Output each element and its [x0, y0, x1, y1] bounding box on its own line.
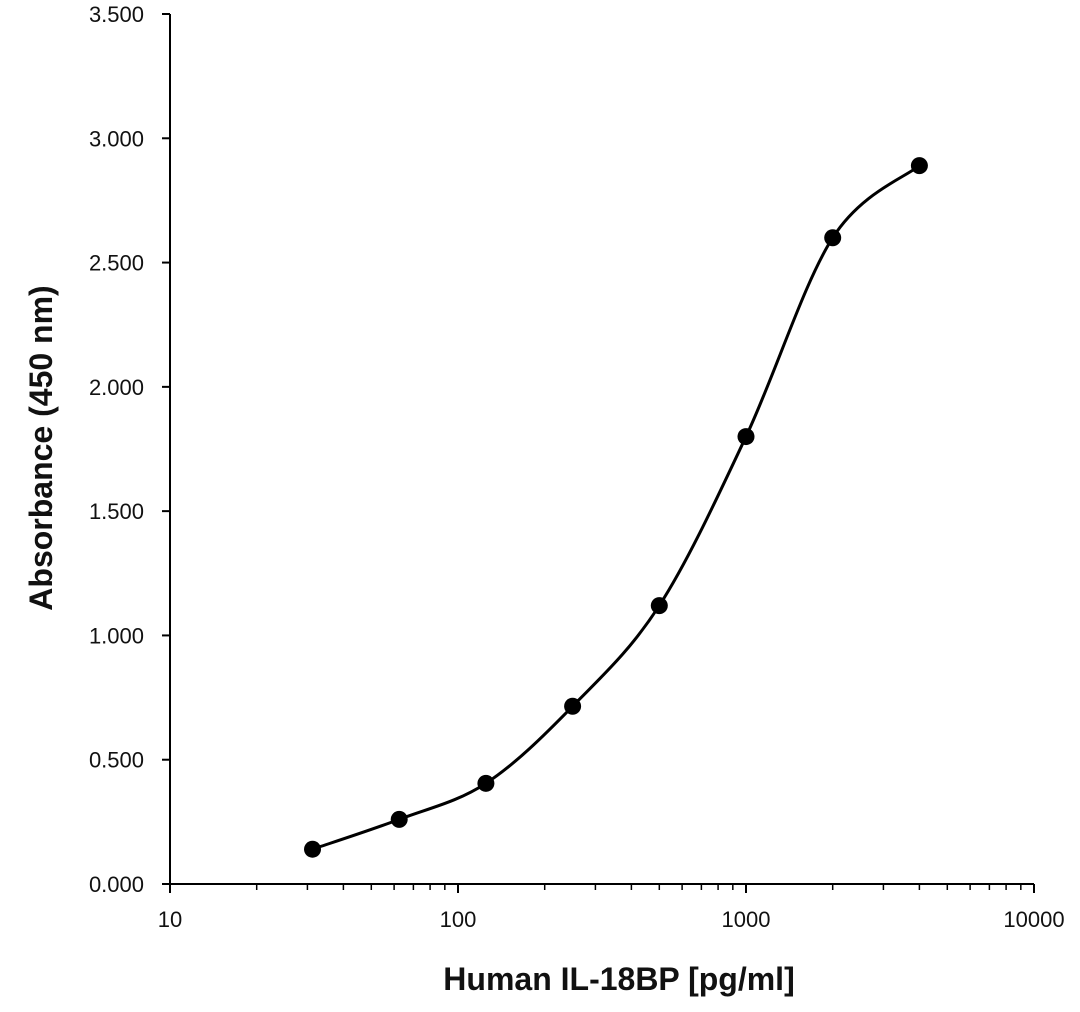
y-ticks: 0.000 0.500 1.000 1.500 2.000 2.500 3.000 3.500	[89, 2, 170, 897]
data-point	[737, 428, 755, 446]
y-tick-label: 2.000	[89, 375, 144, 400]
y-axis: 0.000 0.500 1.000 1.500 2.000 2.500 3.000 3.500	[89, 2, 171, 897]
x-ticks: 10 100 1000 10000	[158, 884, 1065, 932]
data-point	[390, 810, 408, 828]
x-tick-label: 1000	[722, 907, 771, 932]
data-point	[650, 597, 668, 615]
data-point	[910, 157, 928, 175]
y-tick-label: 2.500	[89, 251, 144, 276]
x-axis: 10 100 1000 10000	[158, 883, 1065, 932]
x-tick-label: 10000	[1003, 907, 1064, 932]
x-tick-label: 100	[440, 907, 477, 932]
data-point	[304, 840, 322, 858]
x-axis-title: Human IL-18BP [pg/ml]	[443, 961, 794, 997]
x-tick-label: 10	[158, 907, 182, 932]
y-tick-label: 0.000	[89, 872, 144, 897]
y-tick-label: 1.500	[89, 499, 144, 524]
data-points	[304, 157, 928, 858]
series-curve	[312, 164, 921, 851]
data-point	[477, 774, 495, 792]
data-point	[564, 697, 582, 715]
data-point	[824, 229, 842, 247]
y-tick-label: 3.000	[89, 126, 144, 151]
y-tick-label: 3.500	[89, 2, 144, 27]
y-tick-label: 0.500	[89, 748, 144, 773]
y-axis-title: Absorbance (450 nm)	[23, 285, 59, 610]
y-tick-label: 1.000	[89, 623, 144, 648]
